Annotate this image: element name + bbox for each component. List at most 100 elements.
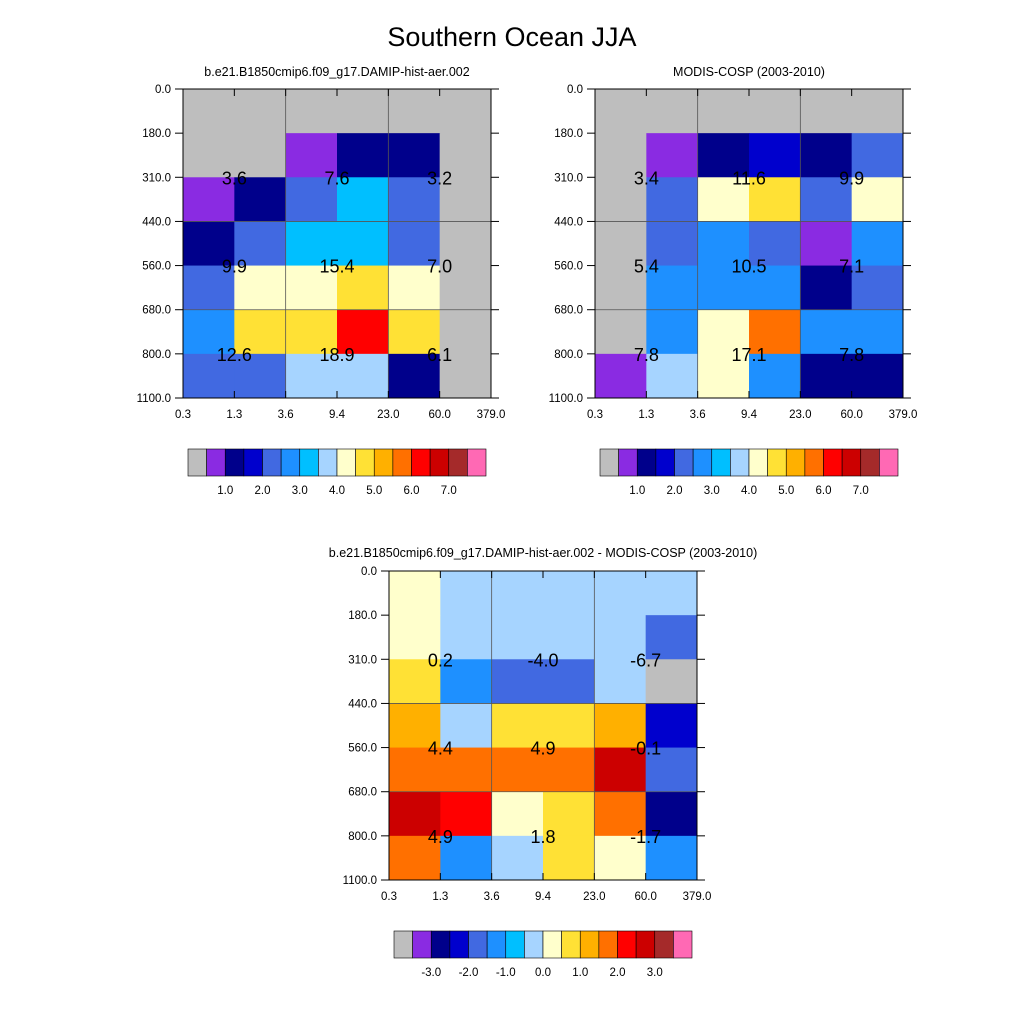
- data-label: 3.4: [634, 168, 659, 188]
- heatmap-cell: [645, 747, 698, 793]
- colorbar-label: 3.0: [647, 967, 663, 979]
- colorbar-box: [373, 448, 394, 477]
- colorbar-box: [692, 448, 713, 477]
- colorbar-box: [655, 448, 675, 477]
- heatmap-cell: [800, 221, 853, 267]
- x-tick-label: 0.3: [175, 409, 191, 421]
- heatmap-cell: [491, 659, 544, 704]
- heatmap-cell: [697, 89, 750, 134]
- colorbar-box: [598, 930, 618, 959]
- heatmap-cells: [595, 89, 904, 399]
- colorbar-box: [635, 930, 656, 959]
- colorbar-box: [224, 448, 245, 477]
- colorbar: -3.0 -2.0 -1.0 0.0 1.0 2.0 3.0: [393, 930, 693, 979]
- heatmap-cell: [543, 747, 595, 793]
- heatmap-cell: [285, 133, 338, 178]
- heatmap-cell: [491, 615, 544, 660]
- y-tick-label: 180.0: [142, 128, 171, 140]
- heatmap-cell: [594, 703, 647, 749]
- panel-model: b.e21.B1850cmip6.f09_g17.DAMIP-hist-aer.…: [137, 65, 506, 497]
- colorbar-label: 6.0: [404, 485, 420, 497]
- heatmap-cell: [749, 221, 801, 267]
- heatmap-cell: [234, 265, 287, 311]
- heatmap-cell: [851, 353, 904, 399]
- heatmap-cell: [851, 265, 904, 311]
- block-values: 3.4 11.6 9.9 5.4 10.5 7.1 7.8 17.1 7.8: [634, 168, 864, 365]
- heatmap-cell: [440, 835, 493, 881]
- heatmap-cell: [285, 265, 338, 311]
- colorbar-box: [674, 448, 694, 477]
- heatmap-cell: [800, 177, 853, 222]
- colorbar-label: 1.0: [572, 967, 588, 979]
- heatmap-cell: [645, 703, 698, 749]
- heatmap-cell: [337, 177, 389, 222]
- heatmap-cell: [389, 571, 441, 616]
- y-tick-label: 0.0: [155, 84, 171, 96]
- heatmap-cell: [337, 309, 389, 355]
- colorbar-box: [411, 448, 431, 477]
- colorbar-box: [524, 930, 544, 959]
- colorbar-box: [299, 448, 319, 477]
- colorbar-label: 0.0: [535, 967, 551, 979]
- colorbar-box: [336, 448, 356, 477]
- heatmap-cell: [183, 265, 235, 311]
- colorbar-box: [804, 448, 824, 477]
- y-tick-label: 440.0: [348, 698, 377, 710]
- heatmap-cell: [440, 571, 493, 616]
- heatmap-cell: [543, 615, 595, 660]
- colorbar-box: [561, 930, 581, 959]
- colorbar-box: [392, 448, 412, 477]
- x-tick-label: 3.6: [484, 891, 500, 903]
- colorbar-label: 2.0: [667, 485, 683, 497]
- heatmap-cell: [851, 133, 904, 178]
- data-label: 11.6: [732, 168, 766, 188]
- colorbar-box: [449, 930, 469, 959]
- data-label: 4.9: [530, 739, 555, 759]
- heatmap-cell: [749, 265, 801, 311]
- heatmap-cell: [697, 309, 750, 355]
- y-tick-label: 800.0: [348, 831, 377, 843]
- colorbar-label: 4.0: [329, 485, 345, 497]
- heatmap-cell: [388, 177, 441, 222]
- heatmap-cell: [800, 353, 853, 399]
- data-label: -4.0: [527, 650, 558, 670]
- y-tick-label: 800.0: [554, 349, 583, 361]
- heatmap-cell: [234, 309, 287, 355]
- x-tick-label: 3.6: [278, 409, 294, 421]
- heatmap-cell: [594, 615, 647, 660]
- heatmap-cell: [594, 571, 647, 616]
- colorbar-label: 3.0: [292, 485, 308, 497]
- colorbar-box: [243, 448, 263, 477]
- colorbar-label: -1.0: [496, 967, 516, 979]
- heatmap-cell: [595, 265, 647, 311]
- x-tick-label: 379.0: [477, 409, 506, 421]
- heatmap-cell: [851, 89, 904, 134]
- heatmap-cell: [645, 571, 698, 616]
- x-tick-label: 9.4: [329, 409, 346, 421]
- x-tick-label: 3.6: [690, 409, 706, 421]
- colorbar-box: [617, 930, 637, 959]
- y-tick-label: 180.0: [348, 610, 377, 622]
- x-tick-label: 1.3: [638, 409, 654, 421]
- colorbar-label: 5.0: [778, 485, 794, 497]
- data-label: 4.9: [428, 827, 453, 847]
- heatmap-cell: [439, 309, 492, 355]
- colorbar-box: [711, 448, 731, 477]
- heatmap-cell: [697, 221, 750, 267]
- heatmap-cell: [491, 791, 544, 837]
- colorbar-label: 4.0: [741, 485, 757, 497]
- heatmap-cell: [749, 309, 801, 355]
- heatmap-cell: [595, 309, 647, 355]
- heatmap-cell: [595, 177, 647, 222]
- heatmap-cell: [439, 89, 492, 134]
- heatmap-cell: [543, 571, 595, 616]
- heatmap-cell: [800, 309, 853, 355]
- colorbar-label: 5.0: [366, 485, 382, 497]
- y-tick-label: 1100.0: [137, 393, 171, 405]
- heatmap-cell: [543, 835, 595, 881]
- data-label: 17.1: [731, 345, 766, 365]
- heatmap-cell: [389, 791, 441, 837]
- colorbar-label: 6.0: [816, 485, 832, 497]
- colorbar-box: [429, 448, 450, 477]
